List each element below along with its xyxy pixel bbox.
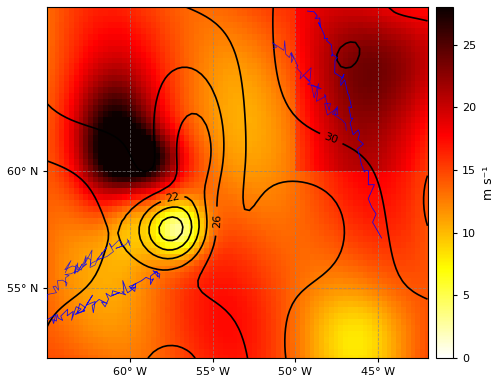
- Text: 30: 30: [323, 131, 340, 146]
- Y-axis label: m s⁻¹: m s⁻¹: [482, 166, 495, 200]
- Text: 22: 22: [164, 191, 180, 204]
- Text: 26: 26: [212, 214, 222, 228]
